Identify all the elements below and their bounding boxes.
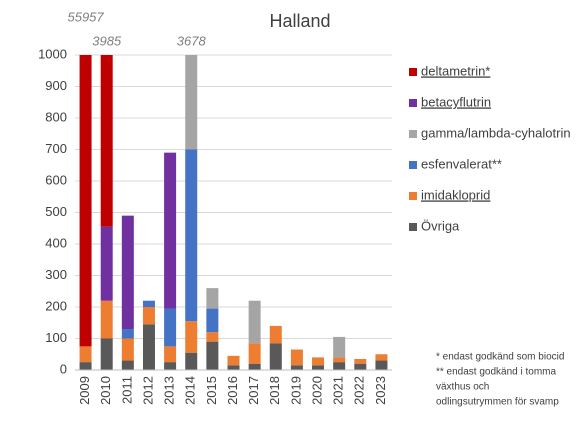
bar-segment: [312, 357, 325, 366]
y-tick-label: 200: [45, 298, 67, 313]
legend-label: deltametrin*: [421, 63, 490, 78]
bar-segment: [164, 362, 177, 370]
chart-title: Halland: [269, 11, 330, 31]
bar-segment: [248, 363, 261, 370]
footnote: * endast godkänd som biocid: [436, 352, 564, 363]
bar-segment: [227, 365, 240, 370]
legend-label: betacyflutrin: [421, 94, 491, 109]
x-tick-label: 2020: [309, 376, 324, 405]
x-tick-label: 2010: [98, 376, 113, 405]
bar-segment: [312, 365, 325, 370]
bar-segment: [333, 336, 346, 358]
y-tick-label: 600: [45, 172, 67, 187]
total-label: 3985: [92, 33, 122, 48]
legend-label: esfenvalerat**: [421, 156, 502, 171]
x-tick-label: 2021: [331, 376, 346, 405]
bar-segment: [164, 152, 177, 309]
bar-segment: [185, 352, 198, 370]
bar-segment: [142, 324, 155, 370]
bar-segment: [121, 360, 134, 370]
bar-segment: [206, 288, 219, 309]
footnote: odlingsutrymmen för svamp: [436, 397, 559, 408]
legend-label: Övriga: [421, 218, 460, 233]
x-tick-label: 2022: [352, 376, 367, 405]
bar-segment: [248, 343, 261, 364]
bar-segment: [290, 365, 303, 370]
y-tick-label: 800: [45, 109, 67, 124]
total-label: 3678: [177, 33, 207, 48]
bar-segment: [121, 338, 134, 361]
y-tick-label: 100: [45, 330, 67, 345]
footnote: ** endast godkänd i tomma: [436, 367, 557, 378]
bar-segment: [142, 300, 155, 307]
y-tick-label: 900: [45, 78, 67, 93]
x-tick-label: 2014: [183, 376, 198, 405]
bar-segment: [248, 300, 261, 344]
legend-swatch: [409, 68, 417, 76]
bars: [79, 55, 388, 370]
footnote: växthus och: [436, 382, 489, 393]
legend-swatch: [409, 130, 417, 138]
x-tick-label: 2016: [225, 376, 240, 405]
legend-swatch: [409, 161, 417, 169]
bar-segment: [79, 362, 92, 370]
y-tick-label: 700: [45, 141, 67, 156]
bar-segment: [333, 362, 346, 370]
x-tick-label: 2023: [373, 376, 388, 405]
bar-segment: [227, 355, 240, 366]
bar-segment: [185, 321, 198, 353]
bar-segment: [354, 358, 367, 364]
x-tick-label: 2019: [288, 376, 303, 405]
legend-swatch: [409, 192, 417, 200]
legend-swatch: [409, 223, 417, 231]
bar-segment: [121, 215, 134, 330]
bar-segment: [206, 341, 219, 370]
bar-segment: [100, 55, 113, 227]
total-label: 55957: [67, 9, 104, 24]
x-tick-label: 2011: [119, 376, 134, 404]
y-tick-label: 300: [45, 267, 67, 282]
x-tick-label: 2017: [246, 376, 261, 405]
x-tick-label: 2012: [140, 376, 155, 405]
bar-segment: [333, 357, 346, 363]
bar-segment: [100, 338, 113, 370]
legend-swatch: [409, 99, 417, 107]
bar-segment: [142, 307, 155, 325]
x-tick-label: 2009: [77, 376, 92, 405]
bar-segment: [269, 343, 282, 370]
bar-segment: [185, 55, 198, 150]
y-tick-label: 400: [45, 235, 67, 250]
bar-segment: [375, 354, 388, 361]
legend-label: gamma/lambda-cyhalotrin: [421, 125, 571, 140]
bar-segment: [269, 325, 282, 344]
legend-label: imidakloprid: [421, 187, 490, 202]
bar-segment: [121, 329, 134, 339]
bar-segment: [79, 55, 92, 347]
bar-segment: [100, 226, 113, 301]
x-tick-label: 2013: [162, 376, 177, 405]
bar-segment: [79, 346, 92, 363]
bar-segment: [375, 360, 388, 370]
bar-segment: [164, 346, 177, 363]
bar-segment: [100, 300, 113, 339]
y-tick-label: 500: [45, 204, 67, 219]
x-tick-label: 2018: [267, 376, 282, 405]
bar-segment: [354, 363, 367, 370]
bar-segment: [185, 149, 198, 322]
y-tick-label: 0: [60, 361, 67, 376]
bar-segment: [206, 332, 219, 342]
bar-segment: [164, 308, 177, 347]
bar-segment: [206, 308, 219, 333]
y-tick-label: 1000: [38, 46, 67, 61]
x-tick-label: 2015: [204, 376, 219, 405]
bar-segment: [290, 349, 303, 366]
